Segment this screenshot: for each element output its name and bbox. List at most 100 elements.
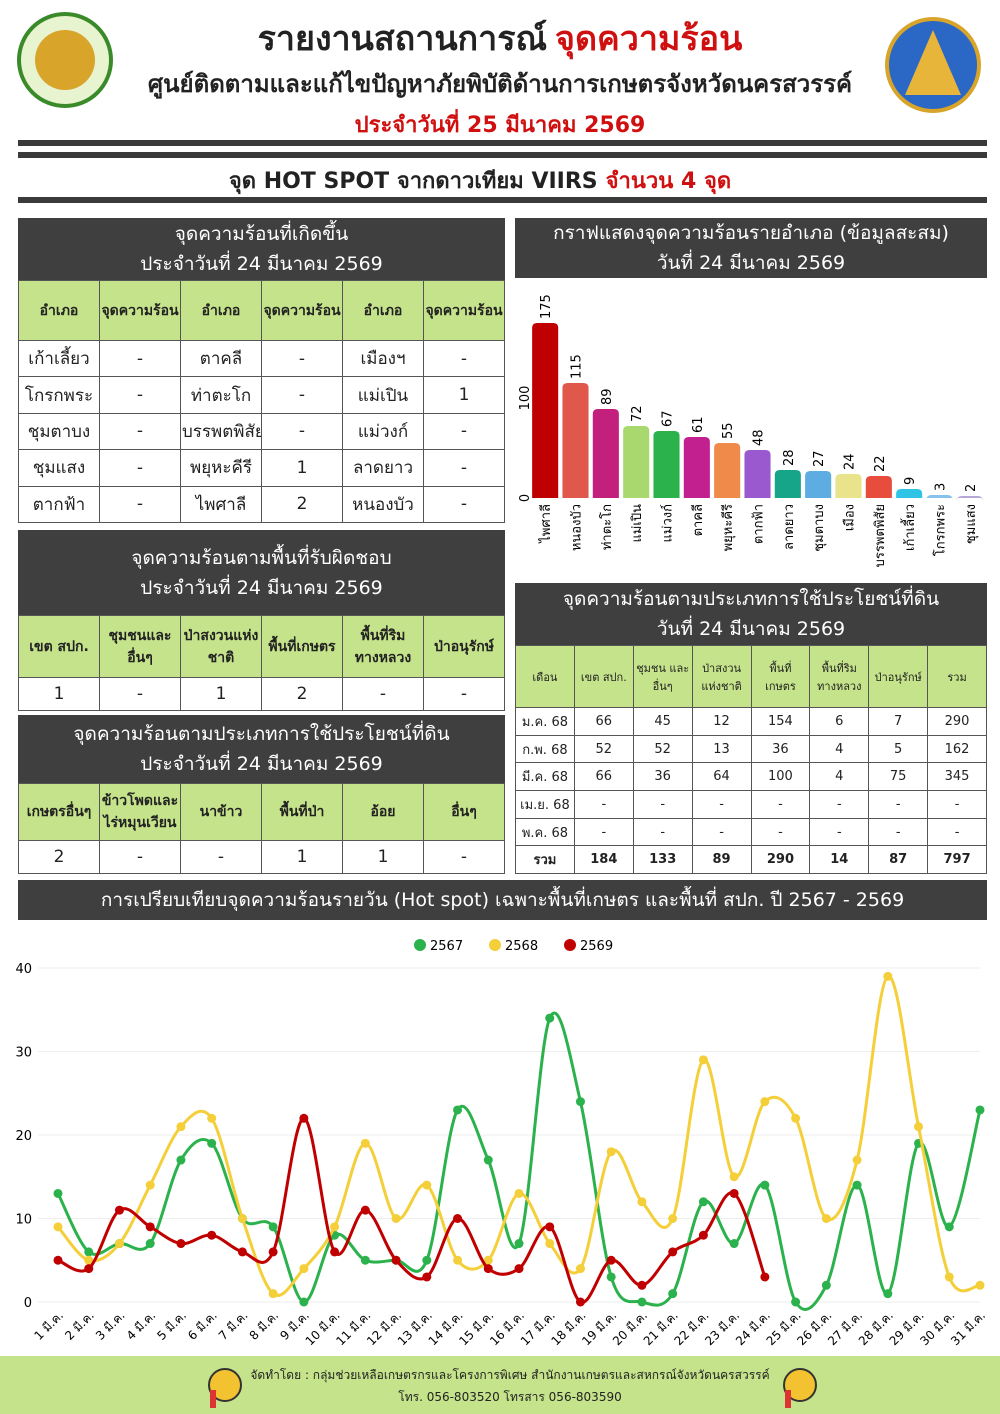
point — [391, 1214, 401, 1223]
point — [53, 1188, 63, 1198]
cell: มี.ค. 68 — [515, 762, 575, 792]
bar — [956, 496, 983, 501]
row: ชุมแสง - พยุหะคีรี 1 ลาดยาว - — [18, 449, 505, 487]
date: ประจำวันที่ 25 มีนาคม 2569 — [355, 108, 646, 138]
point — [53, 1255, 63, 1265]
point — [453, 1255, 463, 1265]
cell: - — [809, 790, 870, 819]
point — [698, 1055, 708, 1065]
cell: - — [632, 817, 693, 847]
cell: 6 — [809, 707, 870, 736]
x-tick-label: 6 มี.ค. — [185, 1308, 220, 1343]
x-tick-label: ตากฟ้า — [752, 504, 767, 544]
cell: 4 — [809, 734, 870, 764]
cell: - — [423, 485, 505, 523]
value-label: 55 — [721, 422, 736, 439]
column-header: ป่าสงวน แห่งชาติ — [691, 645, 752, 708]
column-header: เขต สปก. — [18, 615, 100, 678]
value-label: 28 — [782, 449, 797, 466]
bar — [623, 426, 650, 498]
point — [422, 1180, 432, 1190]
cell: 2 — [18, 840, 100, 874]
cell: 89 — [691, 845, 752, 875]
cell: ไพศาลี — [180, 485, 262, 523]
table-header: จุดความร้อนตามประเภทการใช้ประโยชน์ที่ดิน… — [18, 715, 505, 783]
point — [176, 1122, 186, 1132]
point — [483, 1255, 493, 1265]
bar — [714, 443, 741, 498]
point — [791, 1113, 801, 1123]
y-tick-label: 0 — [24, 1296, 32, 1311]
point — [698, 1230, 708, 1240]
point — [145, 1180, 155, 1190]
title-main: รายงานสถานการณ์ — [258, 19, 547, 59]
table-title: จุดความร้อนตามพื้นที่รับผิดชอบ — [131, 546, 392, 569]
bar — [774, 470, 801, 498]
banner-text: จุด HOT SPOT จากดาวเทียม VIIRS — [229, 169, 598, 195]
cell: - — [99, 376, 181, 414]
line-chart-title: การเปรียบเทียบจุดความร้อนรายวัน (Hot spo… — [100, 889, 905, 911]
cell: - — [423, 677, 505, 711]
table: เขต สปก. ชุมชนและอื่นๆ ป่าสงวนแห่งชาติ พื้น… — [18, 615, 505, 711]
column-header: พื้นที่ เกษตร — [750, 645, 811, 708]
cell: 13 — [691, 734, 752, 764]
point — [207, 1113, 217, 1123]
cell: - — [573, 817, 634, 847]
column-header: พื้นที่เกษตร — [261, 615, 343, 678]
cell: - — [99, 677, 181, 711]
header-row: เดือน เขต สปก. ชุมชน และ อื่นๆ ป่าสงวน แห่ง… — [515, 645, 987, 708]
table-title: จุดความร้อนที่เกิดขึ้น — [174, 223, 349, 245]
point — [237, 1214, 247, 1223]
point — [606, 1147, 616, 1157]
x-tick-label: โกรกพระ — [933, 504, 949, 556]
bar — [744, 450, 771, 498]
row: โกรกพระ - ท่าตะโก - แม่เปิน 1 — [18, 376, 505, 414]
cell: - — [99, 339, 181, 378]
point — [514, 1239, 524, 1249]
footer-contact: โทร. 056-803520 โทรสาร 056-803590 — [398, 1390, 622, 1404]
footer-credit: จัดทำโดย : กลุ่มช่วยเหลือเกษตรกรและโครงก… — [250, 1368, 770, 1382]
cell: โกรกพระ — [18, 376, 100, 414]
bar — [805, 471, 832, 498]
column-header: พื้นที่ริม ทางหลวง — [809, 645, 870, 708]
header: รายงานสถานการณ์ จุดความร้อน ศูนย์ติดตามแล… — [17, 12, 987, 203]
point — [330, 1222, 340, 1232]
bar-chart-title: กราฟแสดงจุดความร้อนรายอำเภอ (ข้อมูลสะสม) — [553, 222, 949, 244]
value-label: 67 — [661, 410, 676, 427]
point — [637, 1280, 647, 1290]
bar — [683, 437, 710, 498]
cell: หนองบัว — [342, 485, 424, 523]
cell: พยุหะคีรี — [180, 449, 262, 487]
cell: 45 — [632, 707, 693, 736]
cell: 1 — [342, 840, 424, 874]
x-tick-label: 31 มี.ค. — [948, 1308, 988, 1348]
cell: เก้าเลี้ยว — [18, 339, 100, 378]
y-tick-label: 40 — [15, 962, 32, 977]
column-header: พื้นที่ริมทางหลวง — [342, 615, 424, 678]
bar — [865, 476, 892, 498]
banner-highlight: จำนวน 4 จุด — [606, 169, 731, 195]
cell: - — [342, 677, 424, 711]
cell: ท่าตะโก — [180, 376, 262, 414]
footer: จัดทำโดย : กลุ่มช่วยเหลือเกษตรกรและโครงก… — [0, 1356, 1000, 1414]
point — [883, 1289, 893, 1299]
point — [852, 1155, 862, 1165]
point — [268, 1222, 278, 1232]
point — [483, 1155, 493, 1165]
point — [760, 1180, 770, 1190]
cell: ม.ค. 68 — [515, 707, 575, 736]
x-tick-label: พยุหะคีรี — [720, 504, 736, 551]
column-header: อำเภอ — [180, 280, 262, 341]
cell: 100 — [750, 762, 811, 792]
point — [391, 1255, 401, 1265]
cell: - — [868, 790, 929, 819]
point — [545, 1222, 555, 1232]
title: รายงานสถานการณ์ จุดความร้อน — [258, 19, 743, 60]
value-label: 22 — [873, 455, 888, 472]
point — [729, 1188, 739, 1198]
cell: - — [423, 449, 505, 487]
x-tick-label: 3 มี.ค. — [93, 1308, 128, 1343]
x-tick-label: 5 มี.ค. — [154, 1308, 189, 1343]
cell: รวม — [515, 845, 575, 875]
